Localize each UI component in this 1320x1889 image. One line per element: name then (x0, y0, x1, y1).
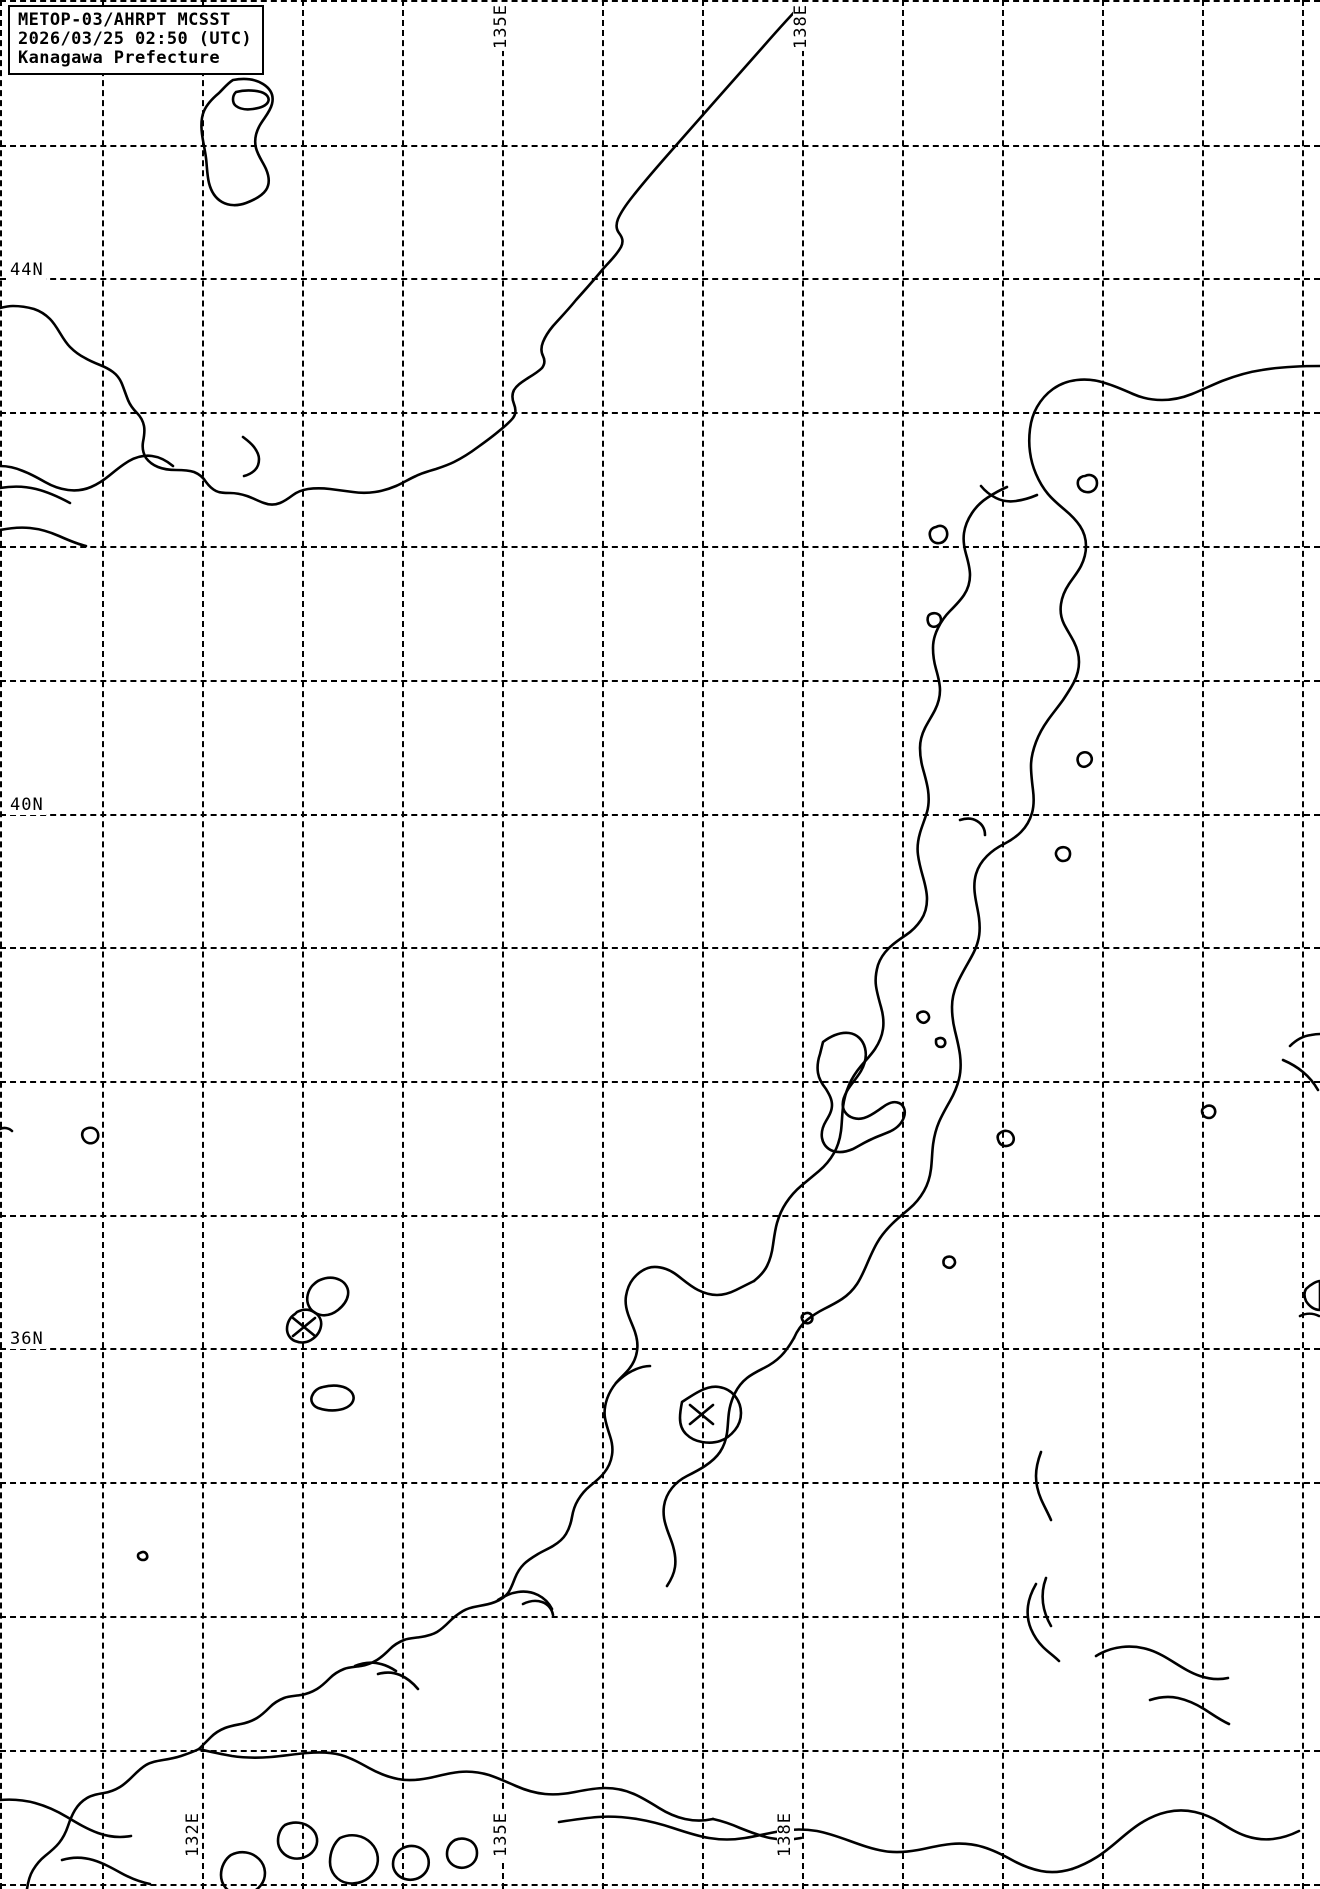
islet-c (1054, 845, 1072, 863)
seto-islands-cluster-4 (445, 1837, 479, 1870)
islet-d (926, 611, 943, 629)
islet-l (136, 1550, 149, 1562)
coast-kanto-inner2 (1148, 1695, 1231, 1726)
coast-tohoku-pacific (792, 364, 1320, 1340)
coast-wakasa (614, 1364, 652, 1385)
lon-label-bottom-132e: 132E (183, 1810, 203, 1859)
island-rishiri-notch (231, 89, 270, 111)
island-oki-detail (291, 1316, 317, 1338)
lon-label-bottom-135e: 135E (491, 1810, 511, 1859)
island-oshima (1303, 1279, 1320, 1312)
coast-chugoku-west (25, 1747, 201, 1889)
coast-tokyo-bay (1034, 1450, 1053, 1522)
island-oki-dogo (305, 1276, 350, 1317)
seto-islands-cluster-2 (328, 1833, 380, 1885)
lat-label-36n: 36N (8, 1329, 46, 1349)
coast-shikoku-north (557, 1815, 1074, 1874)
coast-izu-peninsula (1026, 1582, 1061, 1663)
coast-continent-left-2 (0, 526, 88, 548)
islet-g (916, 1010, 931, 1025)
coast-tango (496, 1590, 554, 1611)
title-line-region: Kanagawa Prefecture (18, 48, 221, 68)
coast-seto-north (197, 1747, 715, 1822)
coast-tohoku-cape-detail (958, 817, 987, 837)
seto-islands-cluster-5 (219, 1850, 267, 1889)
islet-h (800, 1311, 814, 1325)
island-rishiri (200, 77, 274, 207)
islet-i (934, 1036, 947, 1049)
coast-central-fragment2 (1281, 1058, 1320, 1092)
islet-f (942, 1255, 957, 1270)
title-line-product: METOP-03/AHRPT MCSST (18, 10, 231, 30)
lon-label-bottom-138e: 138E (775, 1810, 795, 1859)
seto-islands-cluster-3 (391, 1844, 431, 1882)
title-line-datetime: 2026/03/25 02:50 (UTC) (18, 29, 252, 49)
islet-j (928, 524, 949, 545)
coast-kanto-boso (662, 1336, 796, 1588)
coast-central-fragment (1288, 1032, 1320, 1048)
product-title-box: METOP-03/AHRPT MCSST 2026/03/25 02:50 (U… (8, 5, 264, 75)
coast-sakhalin-kuril-arc (0, 0, 808, 506)
coast-izu-west (1041, 1576, 1053, 1628)
coast-hokkaido-bay-detail (241, 435, 261, 478)
coast-tango2 (521, 1599, 555, 1617)
island-sado (816, 1031, 907, 1154)
lon-label-top-135e: 135E (491, 2, 511, 51)
coast-kanto-inner (1094, 1645, 1230, 1681)
island-awaji (310, 1384, 355, 1412)
island-offshore-right (1298, 1312, 1320, 1318)
lon-label-top-138e: 138E (791, 2, 811, 51)
coast-continent-left-3 (0, 485, 72, 505)
islet-a (80, 1126, 100, 1145)
coast-japan-sea-tohoku (752, 485, 1009, 1283)
lat-label-44n: 44N (8, 260, 46, 280)
islet-e (1076, 750, 1094, 769)
coast-japan-sea-chubu (197, 1381, 618, 1751)
coast-shimane (353, 1661, 398, 1673)
seto-islands-cluster-1 (276, 1821, 319, 1860)
coast-continent-left (0, 454, 175, 492)
coast-kyushu-ne (0, 1798, 133, 1839)
coast-kii-tokai (1070, 1809, 1301, 1871)
coast-shimane2 (376, 1671, 420, 1691)
island-oki-dozen (285, 1308, 323, 1344)
coast-noto-bay-detail (678, 1385, 743, 1444)
coast-tsugaru (979, 484, 1039, 503)
coast-noto-peninsula (614, 1265, 756, 1385)
islet-m (1200, 1104, 1217, 1120)
islet-k (1076, 473, 1099, 494)
coast-noto-inlet (688, 1403, 715, 1426)
islet-left-edge (0, 1126, 14, 1133)
lat-label-40n: 40N (8, 795, 46, 815)
islet-b (996, 1129, 1016, 1148)
coast-kyushu-ne2 (60, 1856, 152, 1886)
